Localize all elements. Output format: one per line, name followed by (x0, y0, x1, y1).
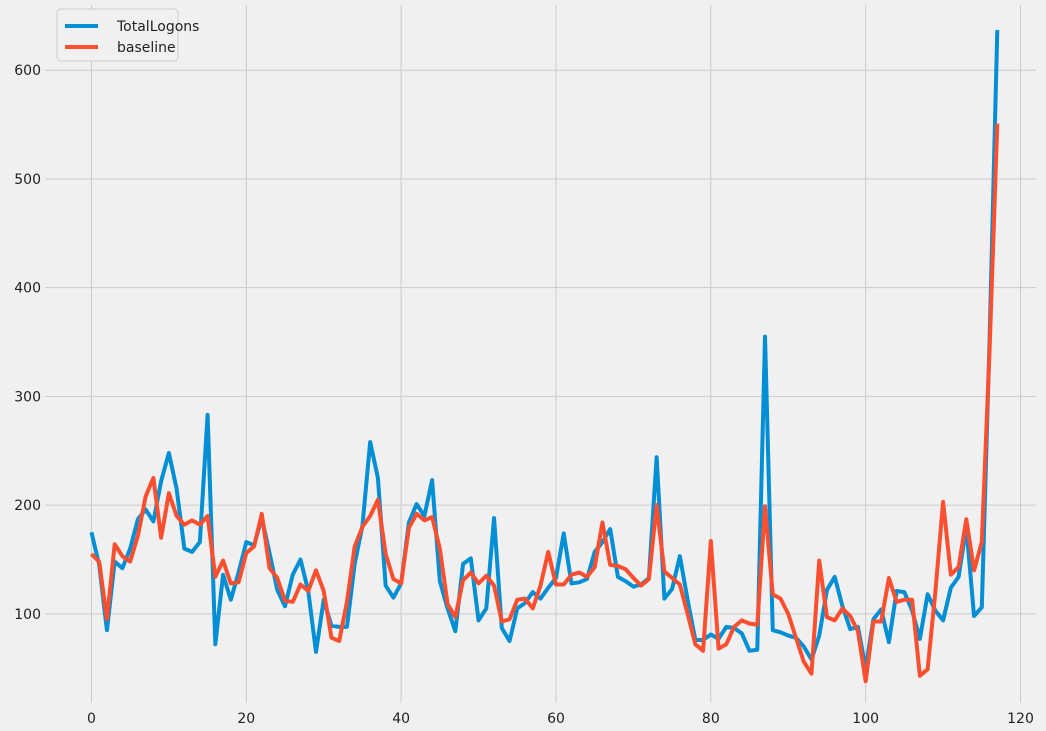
y-tick-label-300: 300 (14, 389, 41, 405)
y-tick-label-400: 400 (14, 281, 41, 297)
x-tick-label-100: 100 (852, 711, 879, 727)
x-tick-label-60: 60 (547, 711, 565, 727)
series-line-totallogons (89, 29, 1000, 671)
x-tick-label-80: 80 (702, 711, 720, 727)
legend: TotalLogons baseline (56, 8, 199, 62)
y-tick-label-200: 200 (14, 498, 41, 514)
x-tick-label-40: 40 (392, 711, 410, 727)
legend-label-totallogons: TotalLogons (116, 19, 199, 35)
y-tick-label-600: 600 (14, 63, 41, 79)
legend-label-baseline: baseline (117, 40, 176, 56)
series-line-baseline (90, 123, 1000, 684)
tick-labels: 0 20 40 60 80 100 120 100 200 300 400 500 600 (14, 63, 1034, 727)
grid (45, 5, 1036, 703)
x-tick-label-120: 120 (1007, 711, 1034, 727)
y-tick-label-500: 500 (14, 172, 41, 188)
x-tick-label-0: 0 (87, 711, 96, 727)
x-tick-label-20: 20 (237, 711, 255, 727)
series-layer (89, 29, 1000, 684)
y-tick-label-100: 100 (14, 607, 41, 623)
